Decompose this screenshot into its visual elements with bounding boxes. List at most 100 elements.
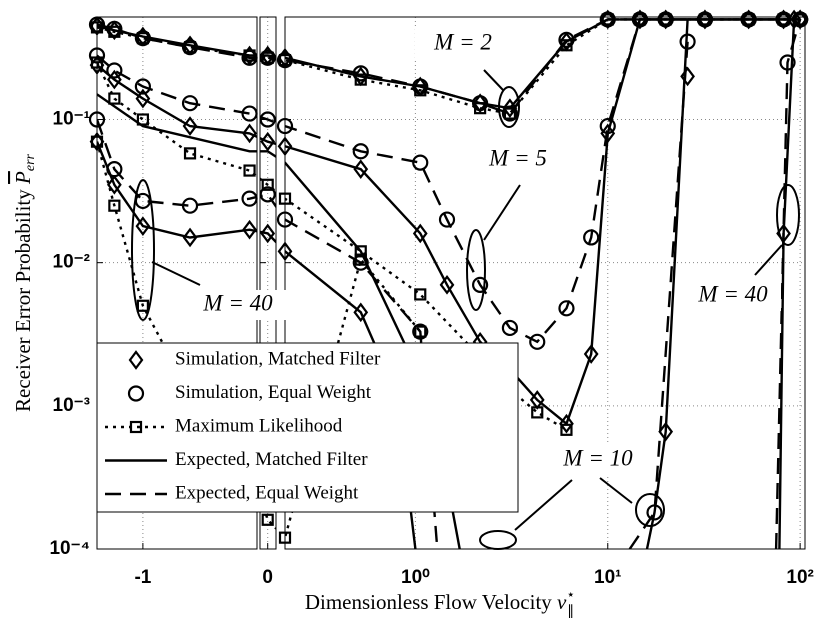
- curve-line: [628, 41, 689, 549]
- ellipse: [479, 530, 517, 550]
- circle-marker: [558, 31, 575, 48]
- diamond-marker: [135, 216, 151, 236]
- square-marker: [354, 245, 367, 258]
- square-marker: [414, 288, 427, 301]
- square-marker: [183, 147, 197, 160]
- x-tick-label: 10⁰: [401, 567, 430, 588]
- diamond-marker: [182, 227, 198, 248]
- circle-marker: [181, 95, 199, 112]
- circle-marker: [558, 300, 575, 317]
- diamond-marker: [353, 159, 369, 179]
- circle-marker: [529, 333, 546, 350]
- y-tick-label: 10⁻¹: [53, 109, 91, 130]
- diamond-marker: [242, 219, 257, 240]
- square-marker: [354, 73, 367, 86]
- diamond-marker: [260, 223, 276, 244]
- curve-line: [97, 54, 257, 118]
- diamond-marker: [128, 350, 144, 370]
- curve-line: [97, 24, 257, 57]
- arrow: [151, 261, 201, 286]
- square-marker: [90, 135, 104, 148]
- square-marker: [108, 92, 121, 105]
- legend-label: Simulation, Equal Weight: [175, 382, 372, 403]
- arrow: [514, 479, 573, 531]
- ellipse: [131, 179, 155, 321]
- x-label-sup: ⋆: [566, 588, 575, 603]
- diamond-marker: [106, 174, 122, 195]
- circle-marker: [241, 190, 258, 207]
- square-marker: [136, 113, 149, 126]
- circle-marker: [127, 385, 145, 402]
- curve-line: [647, 19, 688, 549]
- x-axis-label: Dimensionless Flow Velocity v⋆ ∥: [305, 588, 575, 619]
- panel-frame: [96, 16, 258, 550]
- circle-marker: [501, 319, 519, 337]
- square-marker: [243, 164, 256, 177]
- square-marker: [136, 299, 149, 312]
- circle-marker: [472, 276, 489, 293]
- curve-line: [774, 19, 802, 549]
- x-tick-label: -1: [134, 567, 151, 588]
- y-tick-label: 10⁻²: [53, 252, 91, 273]
- curve-line: [647, 19, 688, 549]
- y-axis-label: Receiver Error Probability Perr: [11, 153, 38, 412]
- annotation: M = 10: [562, 445, 633, 470]
- ellipse: [635, 493, 665, 527]
- circle-marker: [276, 117, 294, 135]
- square-marker: [278, 531, 292, 544]
- x-label-text: Dimensionless Flow Velocity: [305, 590, 552, 614]
- x-tick-label: 10²: [786, 567, 813, 588]
- diamond-marker: [277, 136, 293, 157]
- x-tick-label: 10¹: [594, 567, 621, 588]
- diamond-marker: [277, 241, 293, 262]
- ellipse: [776, 184, 800, 246]
- y-label-sub: err: [23, 153, 38, 171]
- legend-label: Expected, Equal Weight: [175, 482, 359, 503]
- x-tick-label: 0: [262, 567, 273, 588]
- annotation-bg: [685, 281, 781, 311]
- circle-marker: [259, 186, 276, 203]
- curve-line: [97, 141, 257, 239]
- ellipse: [498, 86, 520, 128]
- diamond-marker: [242, 123, 257, 144]
- legend-label: Simulation, Matched Filter: [175, 348, 381, 369]
- arrow: [599, 477, 633, 504]
- annotation-bg: [550, 445, 646, 475]
- annotation: M = 2: [433, 29, 492, 54]
- annotation: M = 5: [488, 145, 547, 170]
- square-marker: [261, 178, 274, 191]
- circle-marker: [88, 47, 106, 64]
- panel-frame: [259, 16, 277, 550]
- circle-marker: [259, 111, 276, 128]
- annotation-bg: [415, 29, 511, 59]
- diamond-marker: [502, 98, 518, 119]
- y-label-text: Receiver Error Probability: [11, 189, 35, 412]
- diamond-marker: [439, 275, 455, 295]
- y-tick-label: 10⁻³: [53, 395, 91, 416]
- circle-marker: [276, 211, 294, 228]
- square-marker: [129, 420, 143, 434]
- square-marker: [261, 513, 274, 526]
- x-label-symbol: v: [557, 590, 567, 614]
- annotation: M = 40: [697, 281, 768, 306]
- circle-marker: [88, 111, 106, 128]
- curve-line: [285, 18, 801, 116]
- arrow: [483, 184, 521, 241]
- legend: Simulation, Matched Filter Simulation, Eq…: [96, 342, 519, 513]
- arrow: [754, 244, 783, 276]
- legend-label: Maximum Likelihood: [175, 415, 343, 436]
- arrow: [483, 69, 504, 91]
- frames: [96, 16, 806, 550]
- y-tick-label: 10⁻⁴: [49, 538, 90, 559]
- diamond-marker: [583, 344, 599, 364]
- curve-line: [645, 19, 689, 549]
- curve-line: [285, 18, 801, 344]
- curve-line: [97, 64, 257, 139]
- square-marker: [278, 192, 292, 205]
- circle-marker: [134, 78, 151, 95]
- legend-label: Expected, Matched Filter: [175, 449, 368, 470]
- circle-marker: [438, 211, 456, 228]
- ellipse: [466, 229, 486, 311]
- circle-marker: [412, 154, 429, 171]
- legend-box: [96, 342, 519, 513]
